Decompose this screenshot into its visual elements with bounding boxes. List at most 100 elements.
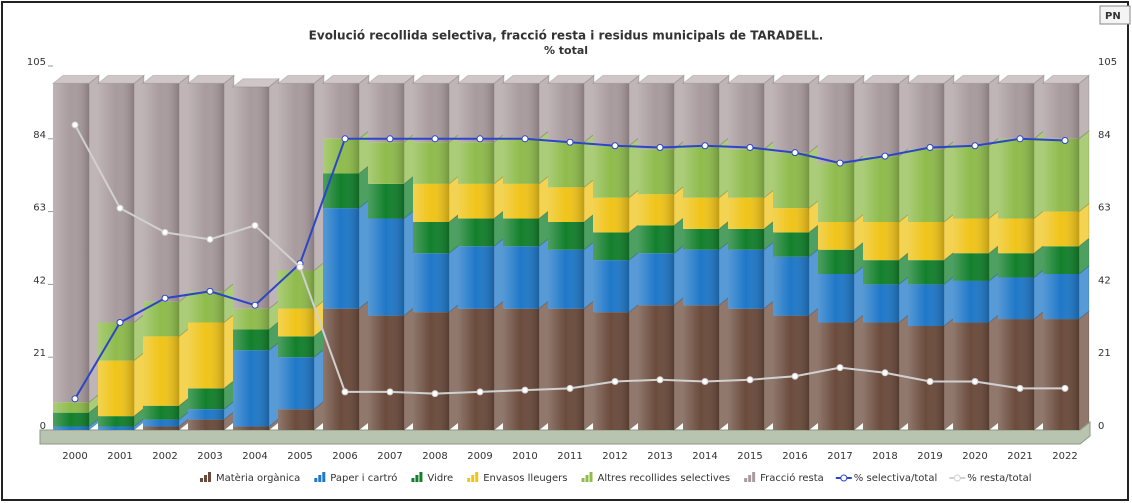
bar-shade <box>818 163 854 222</box>
chart-title: Evolució recollida selectiva, fracció re… <box>309 29 824 43</box>
bar-side <box>943 316 955 432</box>
bar-side <box>493 299 505 432</box>
legend-label: Envasos lleugers <box>483 473 567 484</box>
bar-cap <box>456 74 506 84</box>
bar-side <box>673 296 685 432</box>
bar-side <box>403 74 415 144</box>
bar-shade <box>323 83 359 139</box>
y2-tick-label: 42 <box>1098 275 1111 286</box>
bar-shade <box>683 249 719 306</box>
bar-shade <box>818 322 854 430</box>
legend-swatch <box>204 475 207 482</box>
line-point <box>791 372 799 380</box>
bar-shade <box>728 149 764 198</box>
line-point <box>611 142 619 150</box>
line-point <box>341 388 349 396</box>
bar-shade <box>863 156 899 222</box>
line-point <box>971 142 979 150</box>
x-tick-label: 2005 <box>287 451 312 462</box>
legend-swatch <box>419 472 423 482</box>
bar-shade <box>683 228 719 250</box>
bar-shade <box>593 312 629 430</box>
legend-swatch <box>752 472 756 482</box>
bar-cap <box>96 74 146 84</box>
x-tick-label: 2012 <box>602 451 627 462</box>
bar-shade <box>908 149 944 222</box>
bar-shade <box>548 83 584 143</box>
bar-side <box>808 247 820 317</box>
bar-side <box>403 209 415 317</box>
legend-swatch <box>581 478 585 482</box>
line-point <box>1016 384 1024 392</box>
bar-side <box>538 129 550 185</box>
bar-shade <box>683 145 719 198</box>
line-point <box>386 388 394 396</box>
bar-cap <box>636 74 686 84</box>
bar-shade <box>953 280 989 323</box>
bar-shade <box>233 426 269 430</box>
bar-cap <box>861 74 911 84</box>
line-point <box>836 159 844 167</box>
bar-shade <box>773 152 809 209</box>
line-point <box>431 135 439 143</box>
bar-shade <box>548 187 584 222</box>
legend-swatch <box>200 478 203 482</box>
line-point <box>521 386 529 394</box>
legend-swatch <box>322 472 326 482</box>
bar-side <box>448 74 460 144</box>
bar-shade <box>1043 319 1079 430</box>
bar-side <box>718 74 730 147</box>
bar-cap <box>186 74 236 84</box>
bar-shade <box>413 312 449 430</box>
bar-shade <box>638 149 674 195</box>
bar-shade <box>458 218 494 247</box>
bar-side <box>1078 129 1090 213</box>
legend-swatch <box>840 474 848 482</box>
bar-side <box>538 299 550 432</box>
y2-tick-label: 21 <box>1098 348 1111 359</box>
line-point <box>746 143 754 151</box>
bar-side <box>628 251 640 314</box>
export-label[interactable]: PN <box>1105 11 1121 22</box>
bar-shade <box>53 412 89 427</box>
line-point <box>926 377 934 385</box>
bar-side <box>403 306 415 432</box>
bar-shade <box>188 291 224 323</box>
x-tick-label: 2020 <box>962 451 987 462</box>
line-point <box>566 138 574 146</box>
bar-cap <box>276 74 326 84</box>
line-point <box>791 149 799 157</box>
legend-label: Matèria orgànica <box>216 472 300 484</box>
bar-shade <box>278 308 314 337</box>
bar-shade <box>413 83 449 143</box>
bar-shade <box>728 249 764 309</box>
bar-shade <box>278 336 314 358</box>
bar-shade <box>98 416 134 427</box>
bar-side <box>358 74 370 140</box>
x-tick-label: 2006 <box>332 451 357 462</box>
bar-shade <box>773 256 809 316</box>
bar-shade <box>368 142 404 184</box>
bar-shade <box>188 409 224 420</box>
bar-side <box>898 74 910 158</box>
bar-cap <box>1041 74 1091 84</box>
x-tick-label: 2004 <box>242 451 267 462</box>
bar-shade <box>323 308 359 430</box>
bar-shade <box>458 142 494 184</box>
bar-shade <box>863 284 899 323</box>
bar-shade <box>593 260 629 313</box>
x-tick-label: 2008 <box>422 451 447 462</box>
bar-shade <box>953 322 989 430</box>
bar-shade <box>638 194 674 226</box>
bar-side <box>1033 310 1045 432</box>
legend-swatch <box>318 475 322 482</box>
bar-shade <box>638 225 674 254</box>
bar-shade <box>368 83 404 143</box>
bar-shade <box>638 305 674 430</box>
bar-shade <box>908 260 944 285</box>
bar-side <box>538 74 550 140</box>
bar-shade <box>143 336 179 406</box>
export-button[interactable] <box>1099 5 1131 25</box>
line-point <box>701 142 709 150</box>
bar-shade <box>1043 83 1079 139</box>
